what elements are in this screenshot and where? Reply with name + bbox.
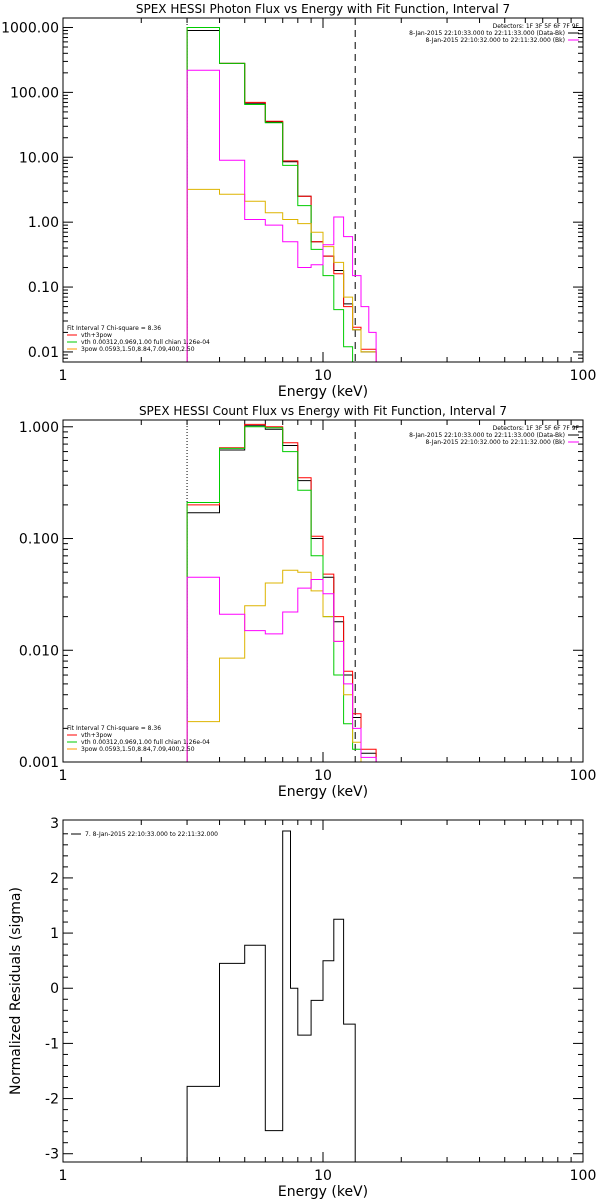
y-tick-label: 100.00 (10, 85, 59, 101)
series-line-bk (186, 69, 377, 362)
y-tick-label: 0.100 (19, 532, 59, 548)
series-line-bk (186, 576, 377, 762)
y-tick-label: -2 (45, 1092, 59, 1108)
legend-detectors: Detectors: 1F 3F 5F 6F 7F 9F (493, 23, 580, 30)
y-tick-label: 1000.00 (1, 20, 59, 36)
y-tick-label: 0.010 (19, 643, 59, 659)
x-axis-label: Energy (keV) (278, 384, 368, 400)
y-axis-label: Normalized Residuals (sigma) (8, 887, 24, 1095)
x-tick-label: 100 (570, 1168, 597, 1184)
legend-top-item-text: 8-Jan-2015 22:10:32.000 to 22:11:32.000 … (425, 37, 565, 44)
x-tick-label: 10 (314, 1168, 332, 1184)
x-tick-label: 100 (570, 768, 597, 784)
x-axis-label: Energy (keV) (278, 1184, 368, 1200)
legend-bottom-item-text: vth+3pow (81, 732, 112, 739)
series-line-vth (186, 27, 377, 362)
y-tick-label: 0.10 (28, 280, 59, 296)
series-line-3pow (186, 188, 377, 362)
x-tick-label: 1 (59, 768, 68, 784)
legend-bottom-item-text: vth+3pow (81, 332, 112, 339)
legend-top-item-text: 8-Jan-2015 22:10:32.000 to 22:11:32.000 … (425, 439, 565, 446)
y-tick-label: -1 (45, 1036, 59, 1052)
y-tick-label: 10.00 (19, 150, 59, 166)
x-axis-label: Energy (keV) (278, 784, 368, 800)
legend-fit-interval: Fit Interval 7 Chi-square = 8.36 (67, 725, 161, 732)
series-line-vth-3pow (186, 423, 377, 762)
y-tick-label: 1.000 (19, 420, 59, 436)
chart-title: SPEX HESSI Count Flux vs Energy with Fit… (139, 404, 507, 418)
y-tick-label: 1.00 (28, 215, 59, 231)
x-tick-label: 10 (314, 368, 332, 384)
panel-3: 1 10 100 -3 -2 -1 0 1 2 3 Energy (keV) Normalized R… (8, 816, 596, 1200)
plot-frame (62, 819, 584, 1163)
panel-1: SPEX HESSI Photon Flux vs Energy with Fi… (1, 2, 596, 400)
legend-bottom-item-text: 3pow 0.0593,1.50,8.84,7.09,400,2.50 (81, 346, 195, 353)
x-tick-label: 1 (59, 368, 68, 384)
legend-fit-interval: Fit Interval 7 Chi-square = 8.36 (67, 325, 161, 332)
legend-item-text: 7. 8-Jan-2015 22:10:33.000 to 22:11:32.0… (85, 831, 218, 838)
legend-bottom-item-text: vth 0.00312,0.969,1.00 full chian 1.26e-… (81, 739, 210, 746)
y-tick-label: 0.001 (19, 755, 59, 771)
series-line-vth-3pow (186, 27, 377, 362)
series-line-3pow (186, 569, 377, 762)
y-tick-label: 0.01 (28, 345, 59, 361)
y-tick-label: 0 (50, 981, 59, 997)
legend-bottom-item-text: vth 0.00312,0.969,1.00 full chian 1.26e-… (81, 339, 210, 346)
legend-bottom-item-text: 3pow 0.0593,1.50,8.84,7.09,400,2.50 (81, 746, 195, 753)
series-line-vth (186, 426, 377, 762)
y-tick-label: 2 (50, 871, 59, 887)
series-line-7 (186, 830, 356, 1162)
series-line-data-bk (186, 425, 377, 762)
y-tick-label: 1 (50, 926, 59, 942)
x-tick-label: 100 (570, 368, 597, 384)
legend-top-item-text: 8-Jan-2015 22:10:33.000 to 22:11:33.000 … (409, 432, 565, 439)
plot-frame (62, 17, 584, 363)
series-line-data-bk (186, 30, 377, 362)
y-tick-label: 3 (50, 816, 59, 832)
plot-frame (62, 419, 584, 763)
y-tick-label: -3 (45, 1147, 59, 1163)
panel-2: SPEX HESSI Count Flux vs Energy with Fit… (19, 404, 596, 800)
chart-title: SPEX HESSI Photon Flux vs Energy with Fi… (136, 2, 510, 16)
legend-top-item-text: 8-Jan-2015 22:10:33.000 to 22:11:33.000 … (409, 30, 565, 37)
x-tick-label: 10 (314, 768, 332, 784)
legend-detectors: Detectors: 1F 3F 5F 6F 7F 9F (493, 425, 580, 432)
x-tick-label: 1 (59, 1168, 68, 1184)
